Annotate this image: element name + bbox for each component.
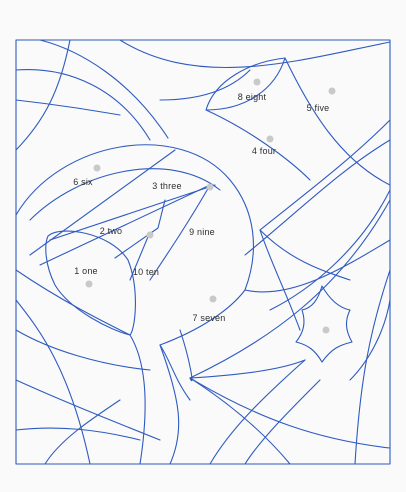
outline-path [15,379,161,441]
region-label-three: 3 three [152,181,182,191]
outline-path [349,299,391,381]
region-dot-six[interactable] [93,164,101,172]
outline-path [159,69,251,101]
region-label-ten: 10 ten [132,267,160,277]
outline-path [244,139,391,256]
outline-path [269,189,391,311]
outline-path [244,239,391,293]
outline-path [259,119,391,231]
region-dot-three[interactable] [206,183,214,191]
outline-path [295,285,353,363]
outline-path [354,269,391,465]
region-dot-seven[interactable] [209,295,217,303]
outline-path [114,199,166,259]
outline-path [49,184,216,241]
region-dot-four[interactable] [266,135,274,143]
region-dot-two[interactable] [146,231,154,239]
outline-path [284,57,391,186]
outline-path [205,109,311,181]
region-dot-flower[interactable] [322,326,330,334]
outline-path [29,149,176,256]
region-dot-one[interactable] [85,280,93,288]
outline-path [179,329,193,382]
region-label-nine: 9 nine [189,227,215,237]
outline-path [15,144,254,346]
outline-path [205,57,286,111]
outline-path [159,344,191,401]
outline-path [189,359,306,379]
outline-path [244,379,321,465]
outline-path [119,39,391,68]
outline-path [15,427,141,441]
region-dot-five[interactable] [328,87,336,95]
outline-path [15,269,146,465]
outline-path [189,377,391,449]
outline-path [259,229,351,281]
outline-path [29,168,221,221]
outline-path [159,344,180,465]
region-label-six: 6 six [73,177,93,187]
region-label-one: 1 one [74,266,98,276]
outline-path [189,377,291,465]
outline-path [15,69,151,141]
outline-path [189,199,391,379]
region-label-two: 2 two [99,226,123,236]
outline-path [15,39,71,151]
outline-path [209,359,306,465]
outline-path [15,99,121,116]
outline-path [44,399,121,465]
board-frame [15,39,391,465]
outline-path [129,231,151,281]
region-dot-eight[interactable] [253,78,261,86]
outline-path [39,184,211,281]
region-label-five: 5 five [306,103,330,113]
outline-path [15,329,151,371]
outline-path [15,299,91,465]
region-label-four: 4 four [251,146,277,156]
outline-path [259,229,301,331]
region-label-eight: 8 eight [237,92,267,102]
outline-path [39,39,169,139]
region-label-seven: 7 seven [192,313,226,323]
